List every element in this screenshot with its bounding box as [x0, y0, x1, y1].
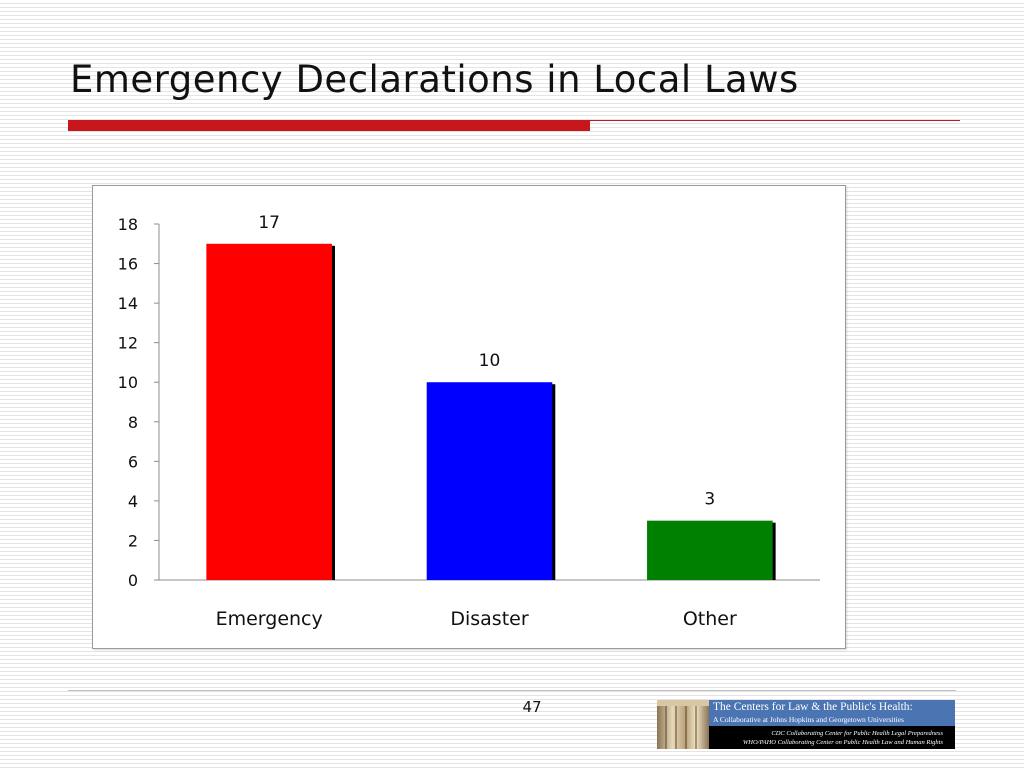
- page-number: 47: [522, 698, 542, 716]
- x-tick-label: Other: [683, 608, 737, 630]
- bar-disaster: [426, 382, 553, 580]
- slide-title: Emergency Declarations in Local Laws: [70, 58, 799, 101]
- organization-logo: The Centers for Law & the Public's Healt…: [657, 700, 955, 749]
- y-tick-label: 18: [118, 215, 138, 234]
- y-tick-label: 4: [128, 492, 138, 511]
- data-label: 10: [479, 351, 501, 371]
- logo-title-band: The Centers for Law & the Public's Healt…: [709, 700, 955, 726]
- y-tick-label: 16: [118, 255, 138, 274]
- logo-affiliation-who: WHO/PAHO Collaborating Center on Public …: [742, 739, 943, 746]
- bar-other: [647, 520, 773, 580]
- y-tick-label: 8: [128, 413, 138, 432]
- y-tick-label: 6: [128, 452, 138, 471]
- title-accent-bar: [68, 120, 590, 131]
- data-label: 3: [704, 490, 715, 510]
- title-accent-line: [590, 120, 960, 121]
- data-label: 17: [258, 213, 280, 233]
- y-tick-label: 10: [118, 373, 138, 392]
- footer-divider: [68, 690, 956, 691]
- bar-emergency: [206, 243, 332, 580]
- y-tick-label: 2: [128, 531, 138, 550]
- pillar-icon: [657, 700, 709, 749]
- logo-subtitle: A Collaborative at Johns Hopkins and Geo…: [713, 715, 904, 724]
- logo-affiliation-cdc: CDC Collaborating Center for Public Heal…: [771, 730, 943, 737]
- x-tick-label: Emergency: [216, 608, 323, 630]
- y-tick-label: 0: [128, 571, 138, 590]
- chart-frame: 0 2 4 6 8 10 12 14 16 18 17 Emergency 10 Disaster 3 Oth…: [92, 185, 846, 649]
- x-tick-label: Disaster: [450, 608, 528, 630]
- y-tick-label: 14: [118, 294, 138, 313]
- bar-chart: 0 2 4 6 8 10 12 14 16 18 17 Emergency 10 Disaster 3 Oth…: [118, 213, 820, 630]
- logo-org-name: The Centers for Law & the Public's Healt…: [713, 701, 913, 713]
- y-tick-label: 12: [118, 334, 138, 353]
